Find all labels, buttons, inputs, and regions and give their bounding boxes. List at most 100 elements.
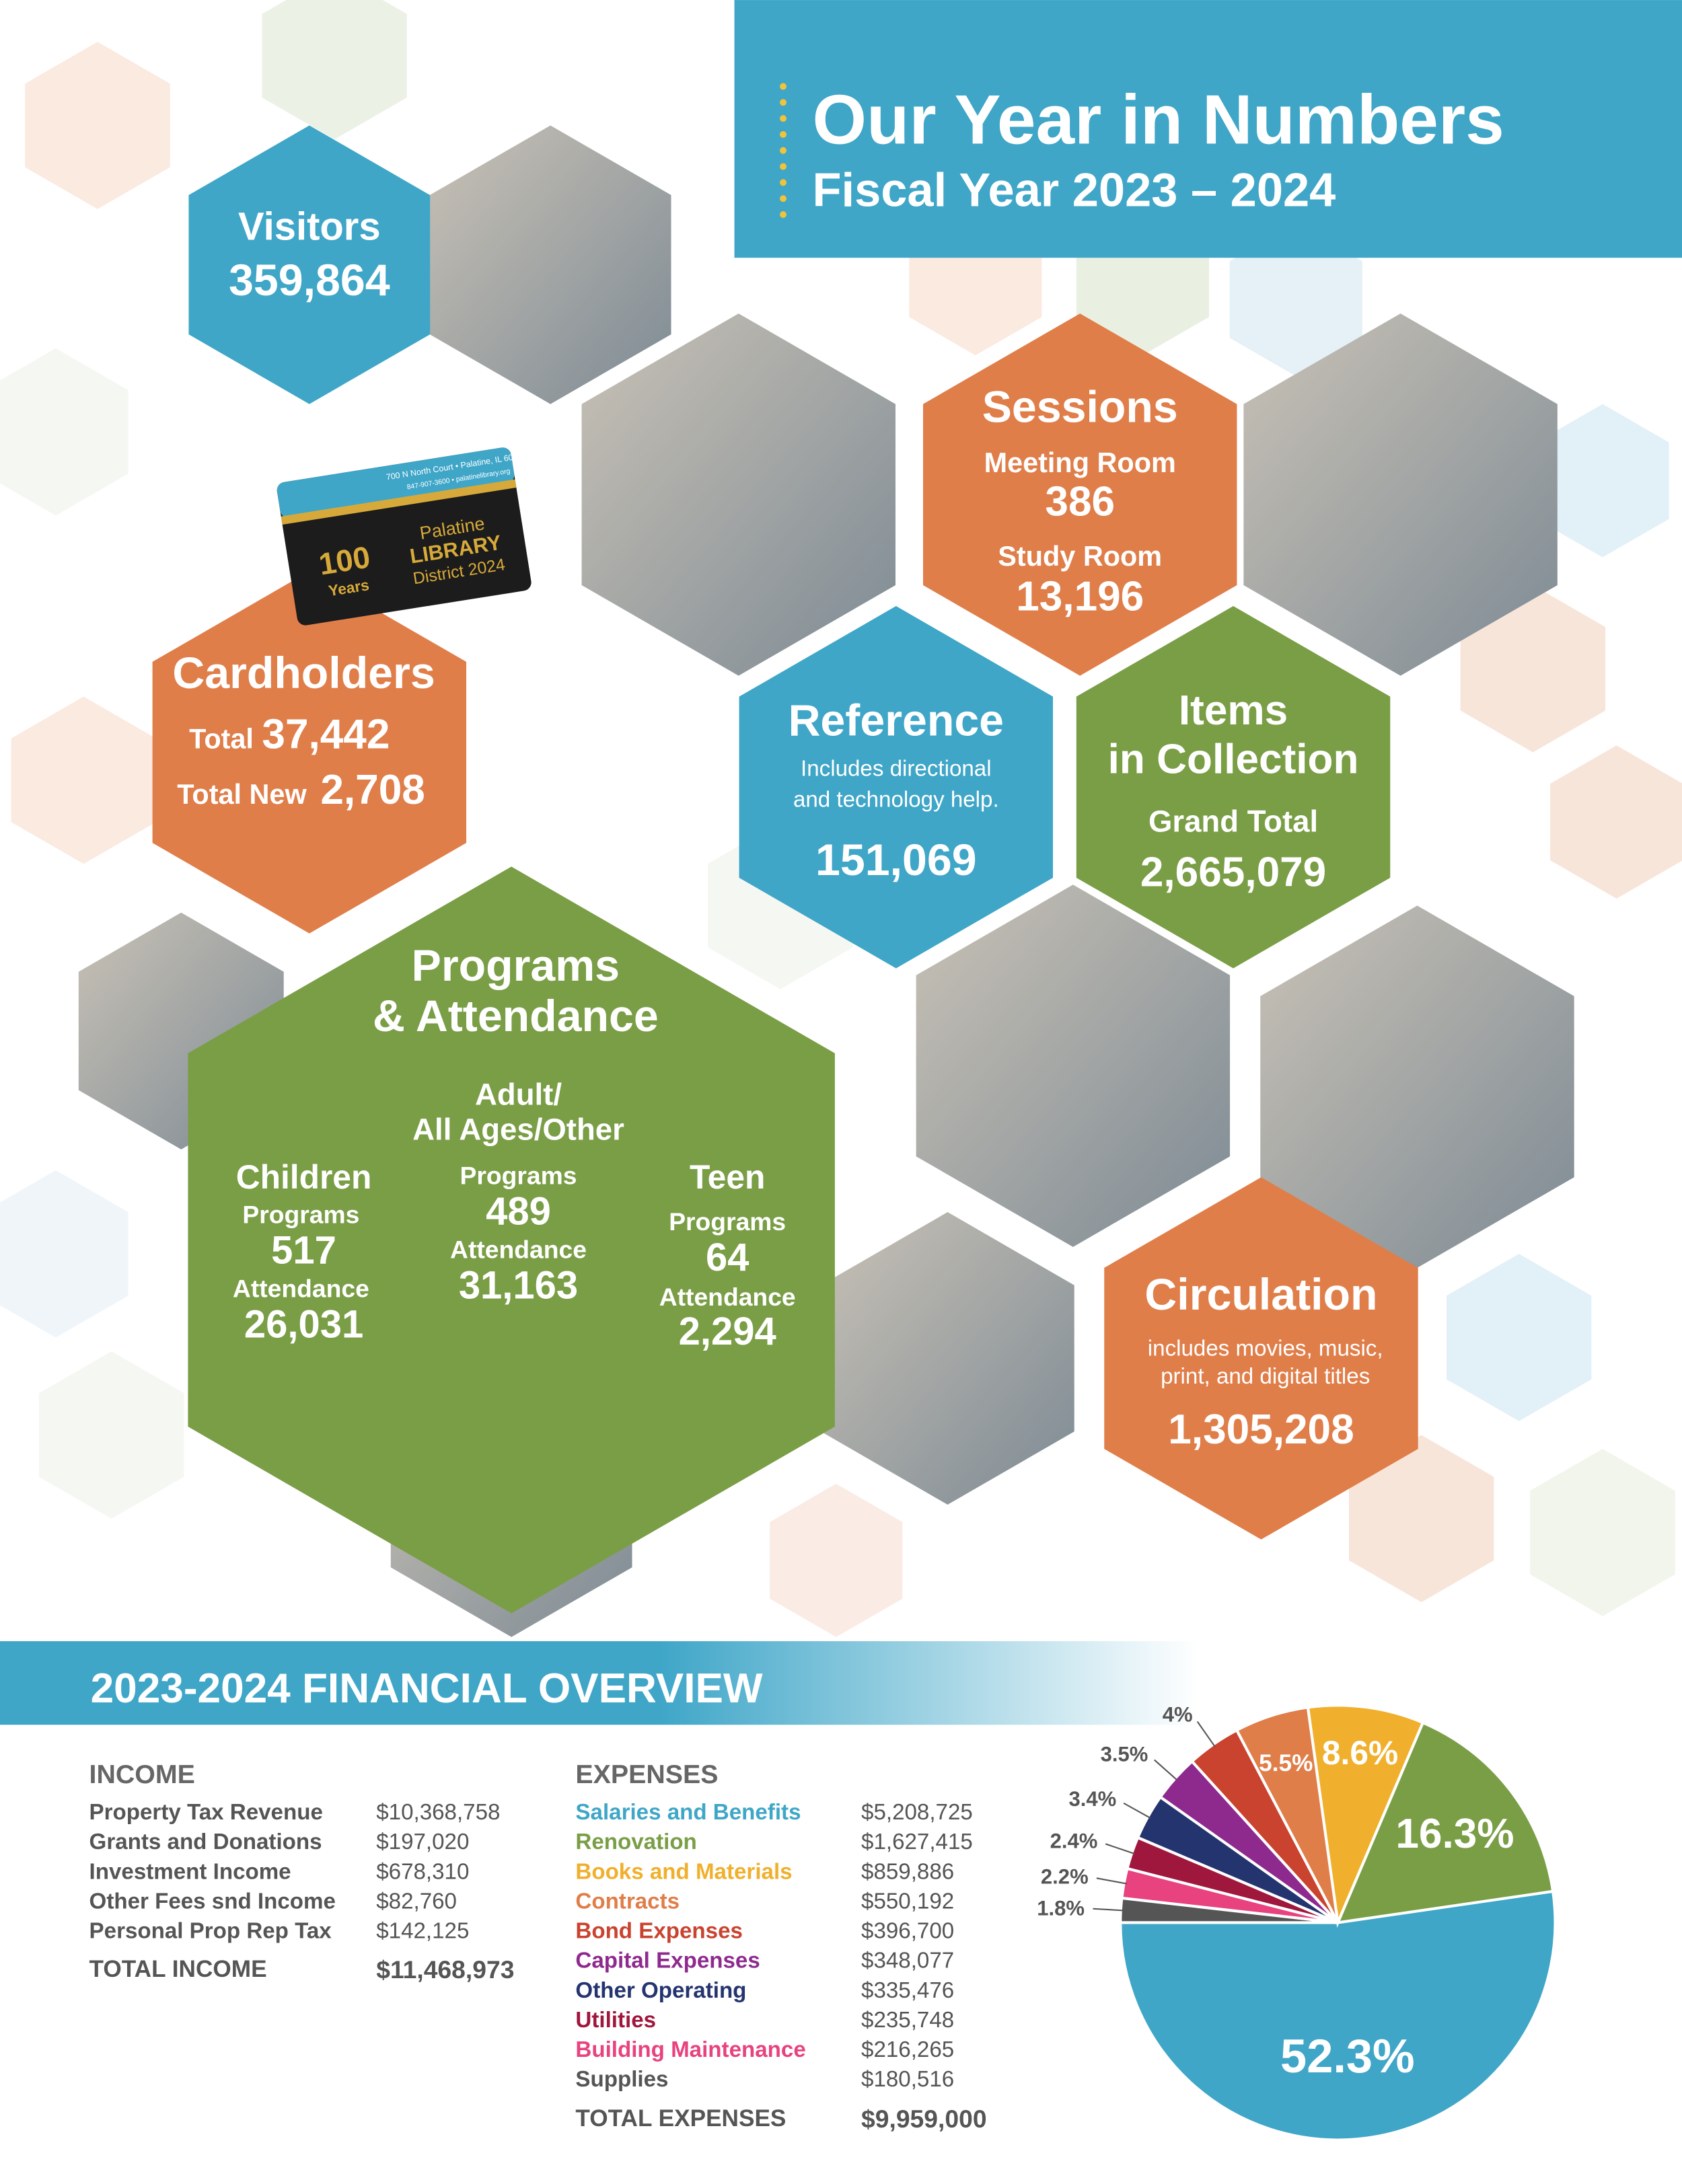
background-hex [1460,585,1606,753]
card-glitter [281,479,517,525]
expense-amount: $216,265 [861,2037,954,2062]
expense-total: $9,959,000 [861,2105,987,2133]
label: Attendance [659,1283,796,1311]
background-hex [1229,223,1362,377]
expense-amount: $396,700 [861,1919,954,1944]
library-card: 700 N North Court • Palatine, IL 6006784… [277,447,532,626]
visitors-hex [188,125,431,404]
expense-name: Utilities [575,2008,656,2033]
pie-label: 16.3% [1395,1811,1514,1857]
leader-line [1196,1721,1216,1747]
label: Study Room [998,541,1162,572]
pie-label: 52.3% [1280,2029,1415,2082]
background-hex [11,696,156,864]
pie-label: 3.4% [1068,1787,1116,1811]
income-name: Investment Income [89,1859,291,1884]
programs-hex [188,866,835,1614]
header-band [734,0,1682,258]
expense-amount: $5,208,725 [861,1800,973,1825]
label: EXPENSES [575,1760,718,1789]
label: in Collection [1108,737,1359,783]
photo [429,125,671,404]
label: Sessions [982,383,1178,432]
label: Circulation [1144,1270,1377,1320]
label: All Ages/Other [412,1112,624,1146]
photo [1243,313,1558,676]
income-name: Other Fees snd Income [89,1889,336,1914]
label: Meeting Room [984,447,1176,478]
income-amount: $10,368,758 [376,1800,500,1825]
background-hex [25,42,170,209]
label: 386 [1045,478,1115,525]
income-amount: $82,760 [376,1889,457,1914]
label: 26,031 [244,1303,363,1346]
label: Includes directional [801,757,992,782]
label: Programs [669,1207,786,1236]
pie-label: 3.5% [1101,1743,1148,1766]
header-dot [780,147,787,154]
expense-name: Capital Expenses [575,1949,760,1973]
background-hex [1550,745,1682,899]
label: print, and digital titles [1161,1364,1370,1389]
expense-name: Books and Materials [575,1859,792,1884]
label: 359,864 [229,256,390,305]
label: Adult/ [475,1078,562,1112]
income-amount: $197,020 [376,1830,469,1854]
label: Total [189,723,254,754]
leader-line [1154,1759,1178,1781]
label: 2,708 [320,767,425,813]
background-hex [1530,1449,1675,1616]
label: 1,305,208 [1168,1406,1354,1453]
circulation-hex [1104,1177,1418,1540]
photo [821,1212,1074,1505]
header-dot [780,195,787,202]
label: 13,196 [1016,573,1144,619]
expense-amount: $335,476 [861,1978,954,2003]
pie-label: 1.8% [1037,1896,1085,1920]
label: Programs [460,1162,577,1190]
pie-slice [1306,1704,1425,1928]
background-hex [1446,1254,1592,1421]
pie-label: 8.6% [1322,1734,1398,1772]
expense-name: Contracts [575,1889,680,1914]
income-amount: $678,310 [376,1859,469,1884]
label: Reference [789,696,1004,746]
expense-amount: $1,627,415 [861,1830,973,1854]
sessions-hex [922,313,1237,676]
items-hex [1076,606,1391,969]
label: 517 [271,1230,336,1273]
pie-slice [1336,1721,1555,1924]
card-stripe [277,447,515,519]
income-name: Personal Prop Rep Tax [89,1919,332,1944]
label: Children [236,1158,372,1196]
label: 2,665,079 [1140,849,1326,895]
expense-name: Supplies [575,2067,668,2092]
label: Visitors [238,205,381,248]
label: INCOME [89,1760,195,1789]
label: Programs [242,1201,359,1229]
label: 64 [706,1236,749,1279]
expense-name: Renovation [575,1830,696,1854]
label: Attendance [450,1235,587,1263]
cardholders-hex [152,571,467,934]
header-dot [780,211,787,218]
header-dot [780,130,787,138]
label: Items [1179,687,1288,734]
background-hex [1536,404,1669,558]
background-hex [1348,1435,1494,1602]
label: 151,069 [815,835,977,885]
income-name: Grants and Donations [89,1830,322,1854]
photo [581,313,895,676]
photo [916,884,1231,1247]
pie-label: 4% [1163,1703,1193,1727]
pie-label: 5.5% [1259,1750,1313,1776]
expense-amount: $235,748 [861,2008,954,2033]
label: Fiscal Year 2023 – 2024 [813,163,1336,217]
label: 37,442 [262,711,390,757]
label: Our Year in Numbers [813,80,1504,158]
label: 2023-2024 FINANCIAL OVERVIEW [91,1665,763,1712]
label: 31,163 [459,1264,578,1307]
background-hex [770,1483,903,1637]
reference-hex [739,606,1054,969]
